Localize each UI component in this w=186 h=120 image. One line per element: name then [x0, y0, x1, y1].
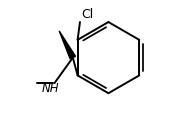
Text: NH: NH — [42, 82, 60, 95]
Polygon shape — [59, 31, 76, 59]
Text: Cl: Cl — [81, 8, 93, 21]
